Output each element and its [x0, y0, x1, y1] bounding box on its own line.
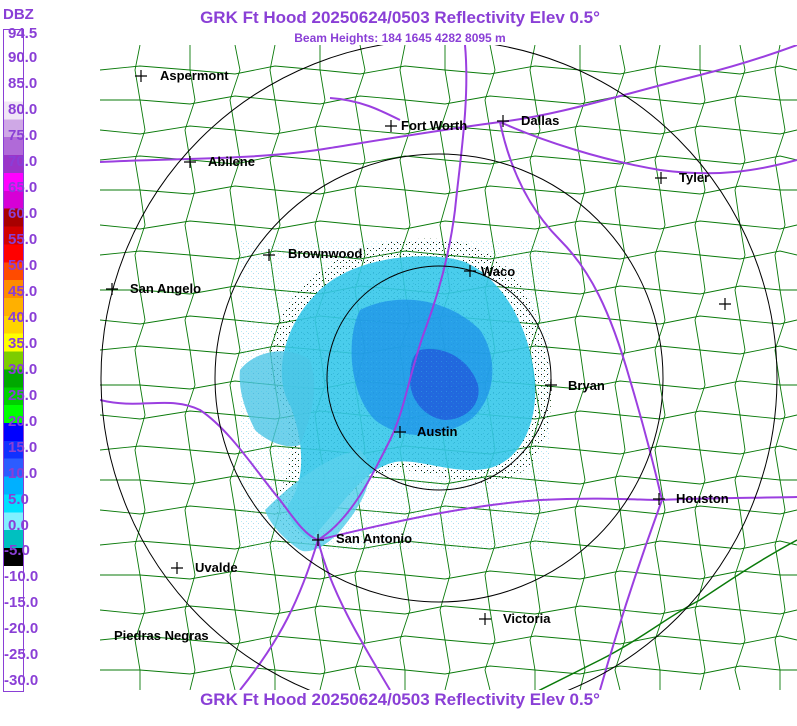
city-label: Bryan [568, 378, 605, 393]
city-marker [106, 283, 118, 295]
city-label: Uvalde [195, 560, 238, 575]
city-label: San Angelo [130, 281, 201, 296]
legend-tick: 60.0 [8, 205, 38, 222]
legend-tick: 85.0 [8, 75, 38, 92]
radar-echoes [239, 238, 551, 552]
city-marker [385, 120, 397, 132]
legend-unit: DBZ [3, 6, 34, 23]
city-marker [545, 379, 557, 391]
city-marker [719, 298, 731, 310]
city-marker [135, 70, 147, 82]
city-label: Brownwood [288, 246, 362, 261]
city-label: Piedras Negras [114, 628, 209, 643]
legend-tick: 25.0 [8, 387, 38, 404]
legend-tick: 35.0 [8, 335, 38, 352]
legend-tick: -20.0 [4, 620, 39, 637]
legend-tick: 80.0 [8, 101, 38, 118]
highways [100, 45, 797, 690]
legend-tick: 45.0 [8, 283, 38, 300]
legend-tick: 75.0 [8, 127, 38, 144]
legend-tick: -15.0 [4, 594, 39, 611]
city-marker [171, 562, 183, 574]
legend-tick: 70.0 [8, 153, 38, 170]
city-marker [479, 613, 491, 625]
legend-tick: 15.0 [8, 439, 38, 456]
city-label: Victoria [503, 611, 551, 626]
legend-tick: 10.0 [8, 465, 38, 482]
legend-tick: 65.0 [8, 179, 38, 196]
city-marker [497, 115, 509, 127]
city-labels: Aspermont Fort Worth Dallas Abilene Tyler Bro… [106, 68, 731, 643]
radar-title: GRK Ft Hood 20250624/0503 Reflectivity E… [200, 8, 600, 27]
city-label: Austin [417, 424, 458, 439]
legend-tick: 40.0 [8, 309, 38, 326]
city-label: Fort Worth [401, 118, 467, 133]
city-label: Abilene [208, 154, 255, 169]
legend-tick: 90.0 [8, 49, 38, 66]
legend-tick: 30.0 [8, 361, 38, 378]
legend-tick: -25.0 [4, 646, 39, 663]
city-marker [653, 493, 665, 505]
legend-tick: 55.0 [8, 231, 38, 248]
legend-tick: 20.0 [8, 413, 38, 430]
city-label: Tyler [679, 170, 709, 185]
city-marker [263, 249, 275, 261]
city-marker [312, 534, 324, 546]
city-label: Houston [676, 491, 729, 506]
legend-tick: 50.0 [8, 257, 38, 274]
city-label: Waco [481, 264, 515, 279]
legend-tick: 5.0 [8, 491, 29, 508]
city-label: San Antonio [336, 531, 412, 546]
legend-tick: 0.0 [8, 517, 29, 534]
city-marker [394, 426, 406, 438]
legend-tick: 94.5 [8, 25, 38, 42]
legend-colorbar [3, 29, 24, 692]
legend-tick: -10.0 [4, 568, 39, 585]
city-label: Aspermont [160, 68, 229, 83]
range-rings [100, 45, 778, 690]
city-marker [655, 172, 667, 184]
city-marker [464, 265, 476, 277]
legend-tick: -5.0 [4, 542, 30, 559]
dbz-legend: DBZ 94.5 90.0 85.0 80.0 75.0 70.0 65.0 60.0 55.0… [0, 0, 100, 726]
city-label: Dallas [521, 113, 559, 128]
radar-footer: GRK Ft Hood 20250624/0503 Reflectivity E… [200, 690, 600, 709]
beam-heights: Beam Heights: 184 1645 4282 8095 m [294, 31, 506, 45]
legend-tick: -30.0 [4, 672, 39, 689]
city-marker [184, 156, 196, 168]
